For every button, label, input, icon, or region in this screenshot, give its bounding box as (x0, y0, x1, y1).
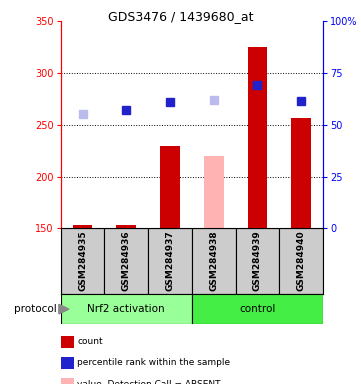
Bar (291, 118, 311, 228)
Bar (192, 228, 236, 294)
Bar (148, 228, 192, 294)
Text: GSM284940: GSM284940 (297, 231, 306, 291)
Text: value, Detection Call = ABSENT: value, Detection Call = ABSENT (77, 379, 221, 384)
Text: GDS3476 / 1439680_at: GDS3476 / 1439680_at (108, 10, 253, 23)
Text: GSM284935: GSM284935 (78, 231, 87, 291)
Bar (160, 146, 180, 228)
Bar (61, 294, 192, 324)
Bar (248, 47, 268, 228)
Bar (204, 156, 223, 228)
Text: GSM284939: GSM284939 (253, 231, 262, 291)
Bar (116, 225, 136, 228)
Text: Nrf2 activation: Nrf2 activation (87, 304, 165, 314)
Bar (279, 228, 323, 294)
Text: GSM284937: GSM284937 (165, 231, 174, 291)
Text: percentile rank within the sample: percentile rank within the sample (77, 358, 230, 367)
Bar (73, 225, 92, 228)
Bar (104, 228, 148, 294)
Text: count: count (77, 337, 103, 346)
Bar (61, 228, 104, 294)
Polygon shape (59, 304, 69, 314)
Bar (192, 294, 323, 324)
Text: protocol: protocol (14, 304, 57, 314)
Text: control: control (239, 304, 276, 314)
Bar (236, 228, 279, 294)
Text: GSM284936: GSM284936 (122, 231, 131, 291)
Text: GSM284938: GSM284938 (209, 231, 218, 291)
